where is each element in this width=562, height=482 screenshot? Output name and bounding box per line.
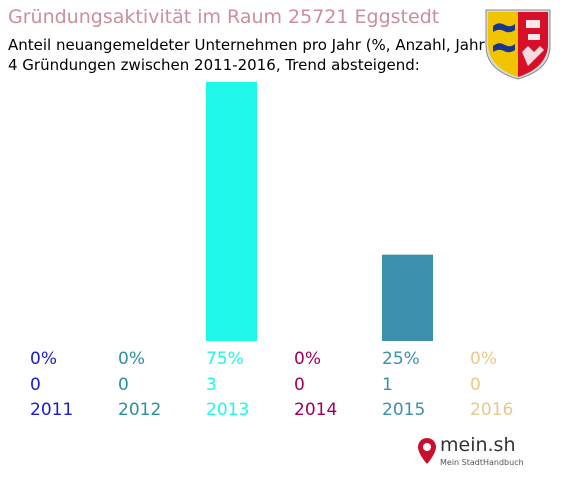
count-label-2015: 1 bbox=[382, 375, 393, 395]
chart-title: Gründungsaktivität im Raum 25721 Eggsted… bbox=[8, 6, 440, 28]
percent-label-2013: 75% bbox=[206, 349, 244, 369]
count-label-2012: 0 bbox=[118, 375, 129, 395]
count-label-2011: 0 bbox=[30, 375, 41, 395]
percent-label-2015: 25% bbox=[382, 349, 420, 369]
brand-logo[interactable]: mein.sh Mein StadtHandbuch bbox=[416, 432, 526, 472]
count-label-2016: 0 bbox=[470, 375, 481, 395]
percent-label-2016: 0% bbox=[470, 349, 497, 369]
percent-label-2011: 0% bbox=[30, 349, 57, 369]
brand-name: mein.sh bbox=[440, 434, 516, 456]
year-label-2011: 2011 bbox=[30, 400, 73, 420]
percent-label-2014: 0% bbox=[294, 349, 321, 369]
year-label-2015: 2015 bbox=[382, 400, 425, 420]
year-label-2016: 2016 bbox=[470, 400, 513, 420]
year-label-2014: 2014 bbox=[294, 400, 337, 420]
count-label-2014: 0 bbox=[294, 375, 305, 395]
percent-label-2012: 0% bbox=[118, 349, 145, 369]
coat-of-arms-icon bbox=[485, 9, 551, 80]
year-label-2013: 2013 bbox=[206, 400, 249, 420]
bar-2013 bbox=[206, 82, 257, 341]
chart-subtitle-line2: 4 Gründungen zwischen 2011-2016, Trend a… bbox=[8, 56, 420, 74]
brand-tagline: Mein StadtHandbuch bbox=[440, 458, 524, 467]
count-label-2013: 3 bbox=[206, 375, 217, 395]
bar-chart: 0% 0 2011 0% 0 2012 75% 3 2013 0% 0 2014 25% 1 2015 0% 0… bbox=[30, 82, 513, 420]
year-label-2012: 2012 bbox=[118, 400, 161, 420]
map-pin-icon bbox=[418, 438, 436, 464]
bar-2015 bbox=[382, 254, 433, 341]
chart-subtitle-line1: Anteil neuangemeldeter Unternehmen pro J… bbox=[8, 36, 491, 54]
